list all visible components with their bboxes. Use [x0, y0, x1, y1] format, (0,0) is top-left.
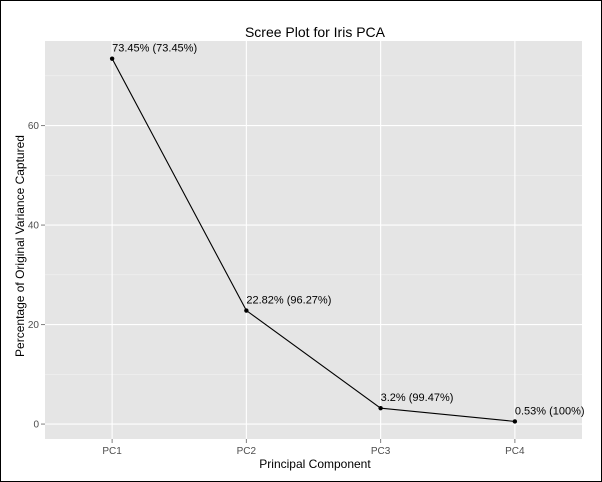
- data-labels: 73.45% (73.45%) 22.82% (96.27%) 3.2% (99.4…: [112, 43, 584, 418]
- data-label: 22.82% (96.27%): [246, 295, 331, 307]
- x-tick-label: PC2: [237, 446, 257, 457]
- axis-ticks: [41, 125, 516, 443]
- y-tick-label: 20: [28, 320, 40, 331]
- x-axis-title: Principal Component: [259, 457, 371, 471]
- y-axis-title: Percentage of Original Variance Captured: [13, 135, 27, 357]
- minor-grid: [45, 75, 582, 375]
- data-point: [109, 56, 115, 61]
- plot-panel: [45, 41, 582, 439]
- series-line: [111, 58, 515, 422]
- x-tick-label: PC3: [371, 446, 391, 457]
- data-label: 73.45% (73.45%): [112, 43, 197, 55]
- data-point: [512, 419, 518, 424]
- y-tick-label: 0: [33, 420, 39, 431]
- y-tick-label: 60: [28, 121, 40, 132]
- data-label: 0.53% (100%): [515, 405, 585, 417]
- x-tick-label: PC4: [505, 446, 525, 457]
- data-point: [244, 308, 249, 313]
- data-label: 3.2% (99.47%): [381, 392, 454, 404]
- y-tick-labels: 0 20 40 60: [28, 121, 40, 431]
- x-tick-label: PC1: [102, 446, 122, 457]
- x-tick-labels: PC1 PC2 PC3 PC4: [102, 446, 525, 457]
- chart-title: Scree Plot for Iris PCA: [245, 24, 386, 40]
- y-tick-label: 40: [28, 221, 40, 232]
- data-points: [109, 56, 518, 424]
- major-grid: [45, 41, 582, 439]
- data-point: [378, 405, 383, 411]
